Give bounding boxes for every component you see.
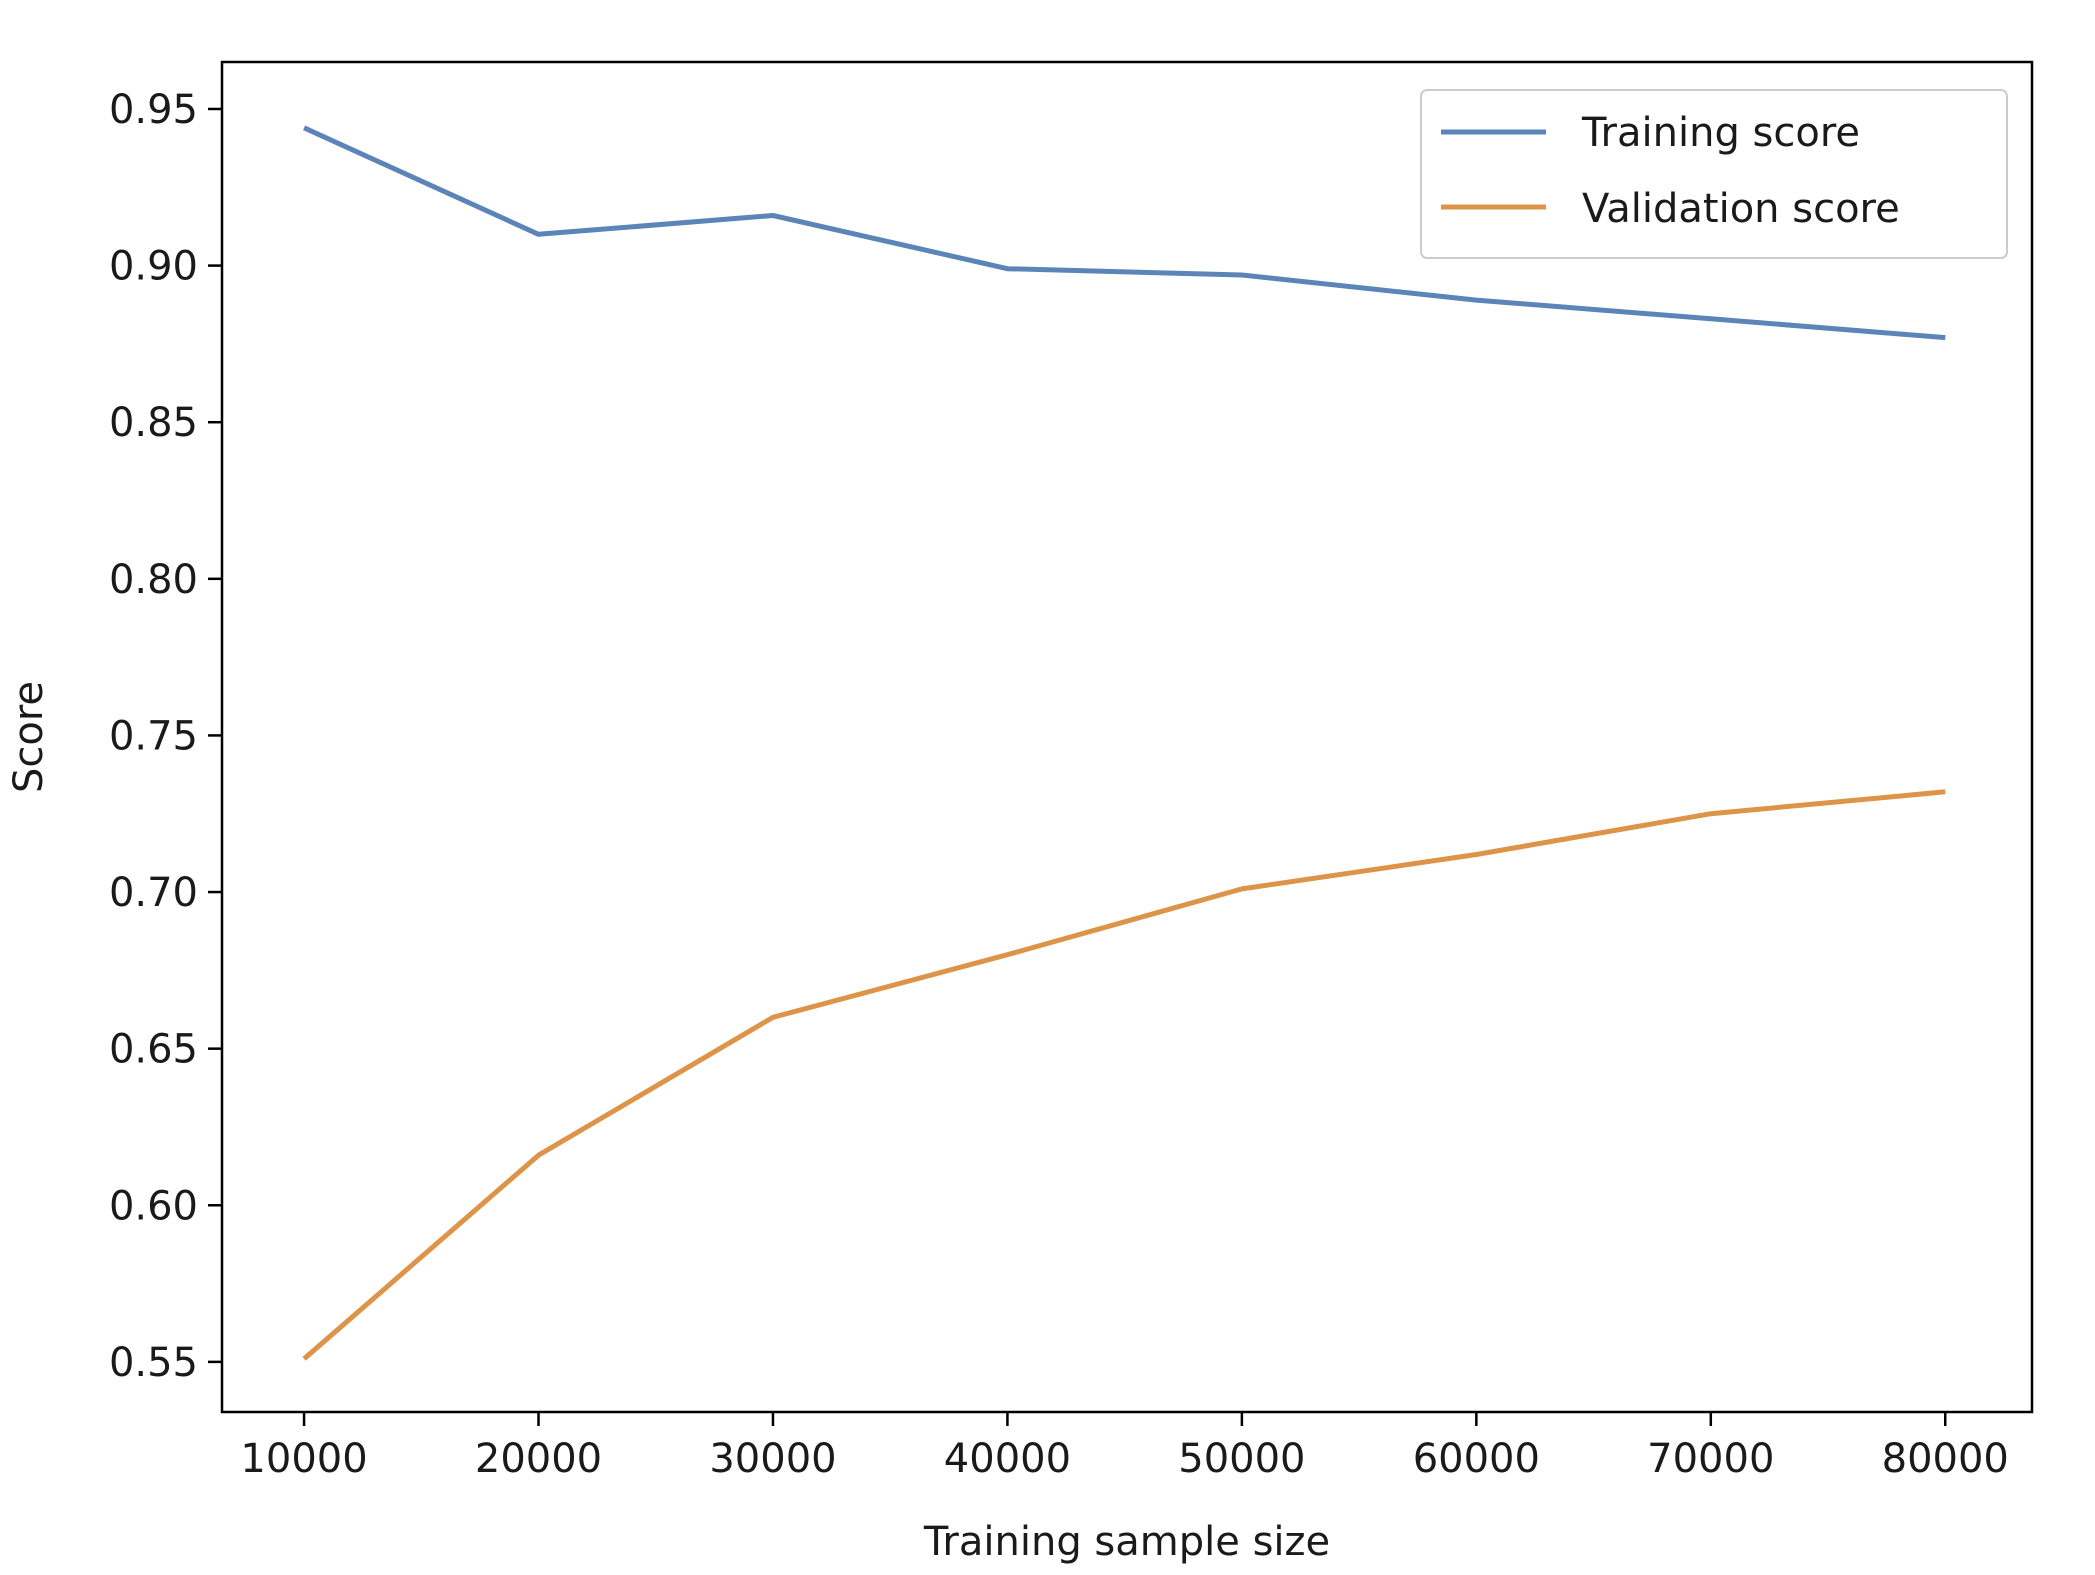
- x-tick-label: 80000: [1882, 1436, 2009, 1482]
- x-tick-label: 50000: [1178, 1436, 1305, 1482]
- x-tick-label: 30000: [709, 1436, 836, 1482]
- y-tick-label: 0.90: [109, 244, 198, 290]
- x-axis-title: Training sample size: [923, 1519, 1330, 1565]
- y-tick-label: 0.75: [109, 713, 198, 759]
- series-layer: [302, 125, 1946, 1361]
- legend-box: [1420, 89, 2008, 259]
- training-score-line: [303, 125, 1946, 341]
- y-tick-label: 0.55: [109, 1340, 198, 1386]
- plot-frame: [220, 60, 2034, 1414]
- legend: Training score Validation score: [1420, 89, 2008, 259]
- plot-area: [222, 62, 2032, 1412]
- y-tick-label: 0.60: [109, 1183, 198, 1229]
- legend-label-training: Training score: [1581, 110, 1860, 156]
- x-tick-label: 60000: [1413, 1436, 1540, 1482]
- validation-score-line: [302, 789, 1946, 1361]
- x-axis: 10000 20000 30000 40000 50000 60000 70000 80000: [240, 1412, 2009, 1482]
- x-tick-label: 10000: [240, 1436, 367, 1482]
- y-axis-title: Score: [6, 681, 52, 793]
- x-tick-label: 20000: [475, 1436, 602, 1482]
- y-axis: 0.55 0.60 0.65 0.70 0.75 0.80 0.85 0.90 0.95: [109, 87, 222, 1386]
- x-tick-label: 40000: [944, 1436, 1071, 1482]
- y-tick-label: 0.70: [109, 870, 198, 916]
- y-tick-label: 0.80: [109, 557, 198, 603]
- legend-label-validation: Validation score: [1582, 186, 1900, 232]
- y-tick-label: 0.85: [109, 400, 198, 446]
- y-tick-label: 0.65: [109, 1027, 198, 1073]
- x-tick-label: 70000: [1647, 1436, 1774, 1482]
- y-tick-label: 0.95: [109, 87, 198, 133]
